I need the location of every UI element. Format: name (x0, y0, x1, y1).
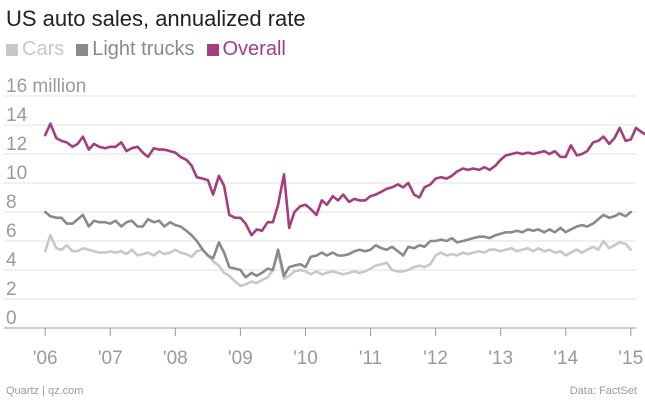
x-tick-label: '10 (293, 348, 318, 369)
y-tick-label: 4 (6, 250, 17, 271)
y-tick-label: 16 million (6, 76, 86, 97)
chart-title: US auto sales, annualized rate (6, 6, 306, 31)
y-tick-label: 6 (6, 221, 17, 242)
legend: Cars Light trucks Overall (6, 38, 286, 61)
x-tick-label: '11 (359, 348, 382, 369)
y-axis-tick-labels: 0 2 4 6 8 10 12 14 16 million (6, 76, 86, 329)
legend-item-cars: Cars (6, 38, 64, 61)
series-line-overall (43, 122, 645, 237)
x-tick-label: '14 (553, 348, 578, 369)
y-tick-label: 10 (6, 163, 27, 184)
x-axis-ticks: '06 '07 '08 '09 '10 '11 '12 '13 '14 '15 (33, 328, 643, 369)
legend-label-cars: Cars (22, 38, 65, 60)
x-tick-label: '06 (33, 348, 58, 369)
x-tick-label: '12 (423, 348, 448, 369)
legend-item-overall: Overall (206, 38, 286, 61)
legend-swatch-cars (6, 43, 18, 56)
x-tick-label: '15 (618, 348, 643, 369)
series-line-cars (43, 233, 633, 288)
legend-swatch-overall (206, 43, 219, 56)
y-tick-label: 12 (6, 134, 27, 155)
y-tick-label: 2 (6, 279, 17, 300)
legend-item-light-trucks: Light trucks (76, 38, 195, 61)
y-tick-label: 0 (6, 308, 17, 329)
legend-swatch-light-trucks (76, 43, 89, 56)
x-tick-label: '09 (228, 348, 253, 369)
legend-label-overall: Overall (222, 38, 286, 60)
y-tick-label: 14 (6, 105, 28, 126)
data-series (43, 122, 645, 288)
legend-label-light-trucks: Light trucks (92, 38, 195, 60)
gridlines (4, 95, 636, 329)
data-source: Data: FactSet (569, 385, 637, 397)
x-tick-label: '08 (163, 348, 188, 369)
y-tick-label: 8 (6, 192, 17, 213)
source-credit: Quartz | qz.com (6, 385, 84, 397)
x-tick-label: '13 (488, 348, 513, 369)
series-line-light-trucks (43, 210, 633, 279)
x-tick-label: '07 (98, 348, 123, 369)
